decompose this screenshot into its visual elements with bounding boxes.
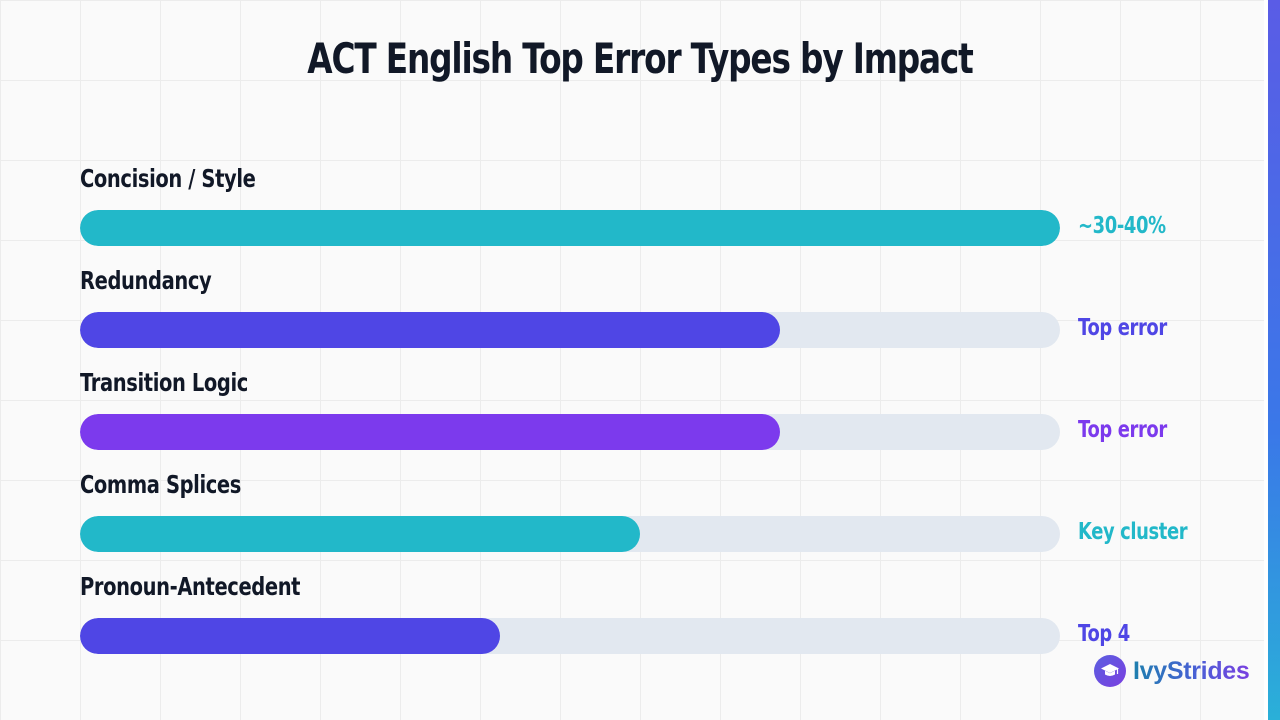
value-label: Top error: [1078, 315, 1167, 341]
graduation-cap-icon: [1094, 655, 1126, 687]
value-label: Key cluster: [1078, 519, 1188, 545]
value-label: ~30-40%: [1078, 213, 1166, 239]
category-label: Redundancy: [80, 266, 212, 295]
bar-track: [80, 414, 1060, 450]
category-label: Transition Logic: [80, 368, 248, 397]
bar-track: [80, 210, 1060, 246]
category-label: Concision / Style: [80, 164, 256, 193]
bar: [80, 312, 780, 348]
right-accent-bar: [1264, 0, 1280, 720]
brand-name: IvyStrides: [1133, 656, 1250, 685]
value-label: Top error: [1078, 417, 1167, 443]
bar: [80, 414, 780, 450]
chart-title: ACT English Top Error Types by Impact: [307, 34, 974, 83]
bar: [80, 516, 640, 552]
bar-track: [80, 618, 1060, 654]
bar-track: [80, 312, 1060, 348]
bar: [80, 618, 500, 654]
brand-logo: IvyStrides: [1094, 655, 1250, 687]
bar: [80, 210, 1060, 246]
bar-track: [80, 516, 1060, 552]
value-label: Top 4: [1078, 621, 1130, 647]
category-label: Pronoun-Antecedent: [80, 572, 301, 601]
category-label: Comma Splices: [80, 470, 241, 499]
